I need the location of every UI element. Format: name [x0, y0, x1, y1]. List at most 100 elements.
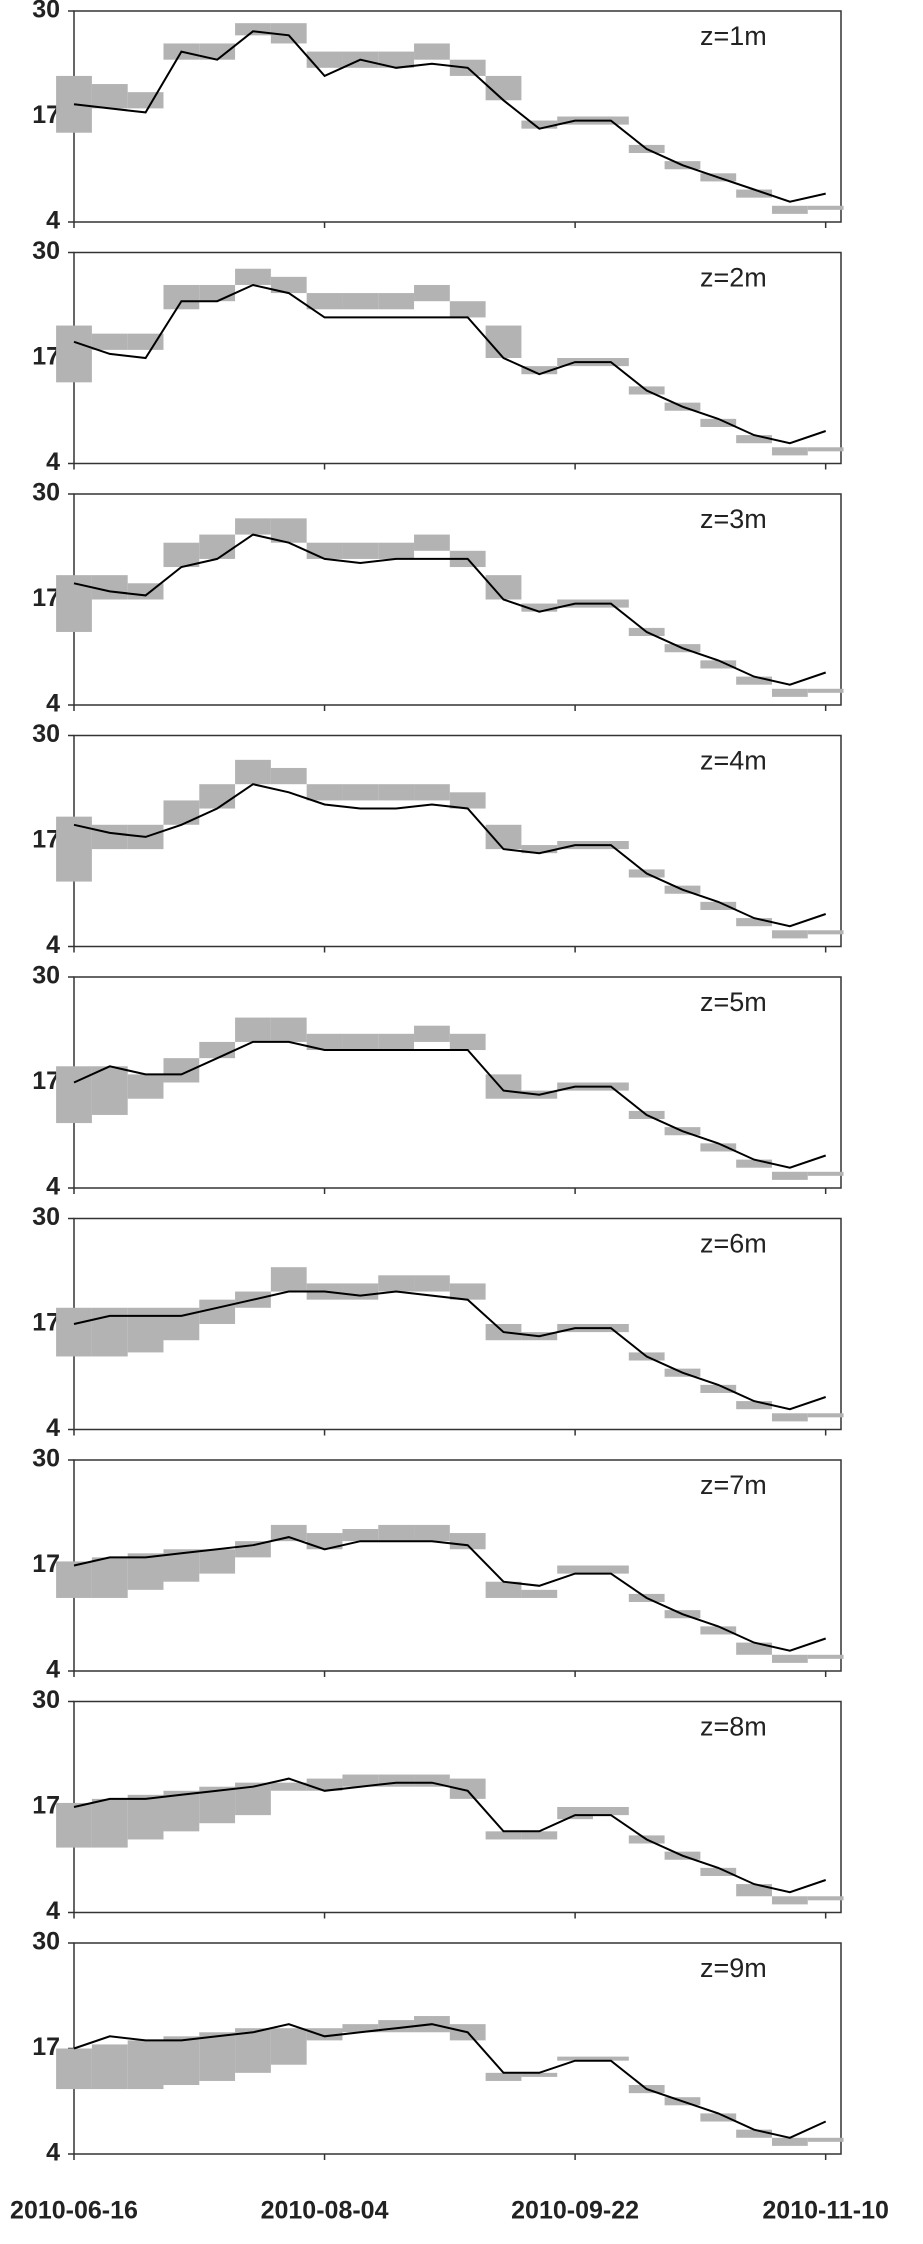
- range-band: [807, 930, 844, 935]
- depth-label: z=1m: [700, 21, 767, 51]
- range-band: [163, 800, 200, 825]
- y-tick-label: 4: [46, 448, 60, 476]
- range-band: [521, 1589, 558, 1598]
- y-tick-label: 30: [32, 1203, 60, 1231]
- range-band: [342, 784, 379, 801]
- y-tick-label: 4: [46, 1656, 60, 1684]
- range-band: [199, 534, 236, 559]
- range-band: [736, 918, 772, 927]
- range-band: [485, 1074, 522, 1099]
- range-band: [306, 1033, 343, 1051]
- y-tick-label: 17: [32, 101, 60, 129]
- depth-label: z=4m: [700, 746, 767, 776]
- range-band: [235, 2028, 271, 2073]
- range-band: [56, 2048, 92, 2090]
- range-band: [163, 1058, 200, 1083]
- range-band: [485, 575, 522, 600]
- range-band: [235, 1017, 271, 1042]
- range-band: [736, 1401, 772, 1410]
- temperature-line: [73, 533, 827, 686]
- temperature-line: [73, 1777, 827, 1894]
- y-tick-label: 17: [32, 826, 60, 854]
- range-band: [378, 1033, 415, 1051]
- depth-label: z=3m: [700, 504, 767, 534]
- range-band: [56, 1307, 92, 1357]
- range-band: [199, 1041, 236, 1059]
- range-band: [521, 366, 558, 375]
- x-tick-label: 2010-09-22: [511, 2197, 639, 2225]
- y-tick-label: 17: [32, 2033, 60, 2061]
- range-band: [700, 660, 737, 669]
- range-band: [127, 333, 164, 350]
- range-band: [199, 2032, 236, 2081]
- range-band: [235, 518, 271, 535]
- range-band: [736, 2129, 772, 2138]
- range-band: [91, 1557, 128, 1598]
- range-band: [91, 2044, 128, 2090]
- y-tick-label: 4: [46, 2139, 60, 2167]
- depth-label: z=2m: [700, 263, 767, 293]
- range-band: [235, 759, 271, 785]
- y-tick-label: 4: [46, 1414, 60, 1442]
- depth-label: z=8m: [700, 1712, 767, 1742]
- range-band: [91, 333, 128, 350]
- range-band: [771, 930, 808, 939]
- range-band: [485, 2072, 522, 2081]
- temperature-line: [73, 783, 827, 928]
- range-band: [700, 901, 737, 910]
- range-band: [199, 1299, 236, 1324]
- range-band: [199, 1549, 236, 1574]
- range-band: [807, 1654, 844, 1659]
- range-band: [521, 1831, 558, 1840]
- temperature-line: [73, 1290, 827, 1411]
- temperature-line: [73, 283, 827, 445]
- range-band: [199, 284, 236, 302]
- range-band: [449, 1033, 486, 1051]
- range-band: [270, 276, 307, 294]
- y-tick-label: 4: [46, 207, 60, 235]
- range-band: [91, 1066, 128, 1115]
- range-band: [557, 1807, 594, 1820]
- y-tick-label: 17: [32, 343, 60, 371]
- range-band: [414, 1025, 450, 1042]
- range-band: [449, 1283, 486, 1300]
- y-tick-label: 30: [32, 237, 60, 265]
- range-band: [521, 603, 558, 612]
- range-band: [700, 2113, 737, 2122]
- range-band: [378, 293, 415, 310]
- range-band: [736, 189, 772, 198]
- range-band: [91, 575, 128, 600]
- range-band: [127, 1074, 164, 1099]
- range-band: [378, 1275, 415, 1292]
- depth-label: z=5m: [700, 987, 767, 1017]
- range-band: [127, 92, 164, 109]
- range-band: [270, 23, 307, 44]
- range-band: [342, 293, 379, 310]
- range-band: [449, 301, 486, 318]
- range-band: [807, 2137, 844, 2142]
- range-band: [270, 1267, 307, 1292]
- range-band: [163, 2036, 200, 2086]
- range-band: [414, 1275, 450, 1292]
- x-tick-label: 2010-11-10: [762, 2197, 889, 2225]
- range-band: [56, 1066, 92, 1124]
- x-tick-label: 2010-08-04: [261, 2197, 389, 2225]
- y-tick-label: 17: [32, 1067, 60, 1095]
- range-band: [449, 1778, 486, 1799]
- range-band: [306, 784, 343, 801]
- range-band: [485, 1831, 522, 1840]
- range-band: [807, 1413, 844, 1418]
- range-band: [306, 2028, 343, 2041]
- range-band: [449, 1533, 486, 1550]
- range-band: [807, 447, 844, 452]
- range-band: [414, 1524, 450, 1542]
- range-band: [736, 435, 772, 444]
- range-band: [270, 1524, 307, 1542]
- range-band: [807, 688, 844, 693]
- range-band: [163, 542, 200, 568]
- range-band: [807, 205, 844, 210]
- range-band: [235, 1541, 271, 1558]
- range-band: [807, 1896, 844, 1901]
- range-band: [736, 676, 772, 685]
